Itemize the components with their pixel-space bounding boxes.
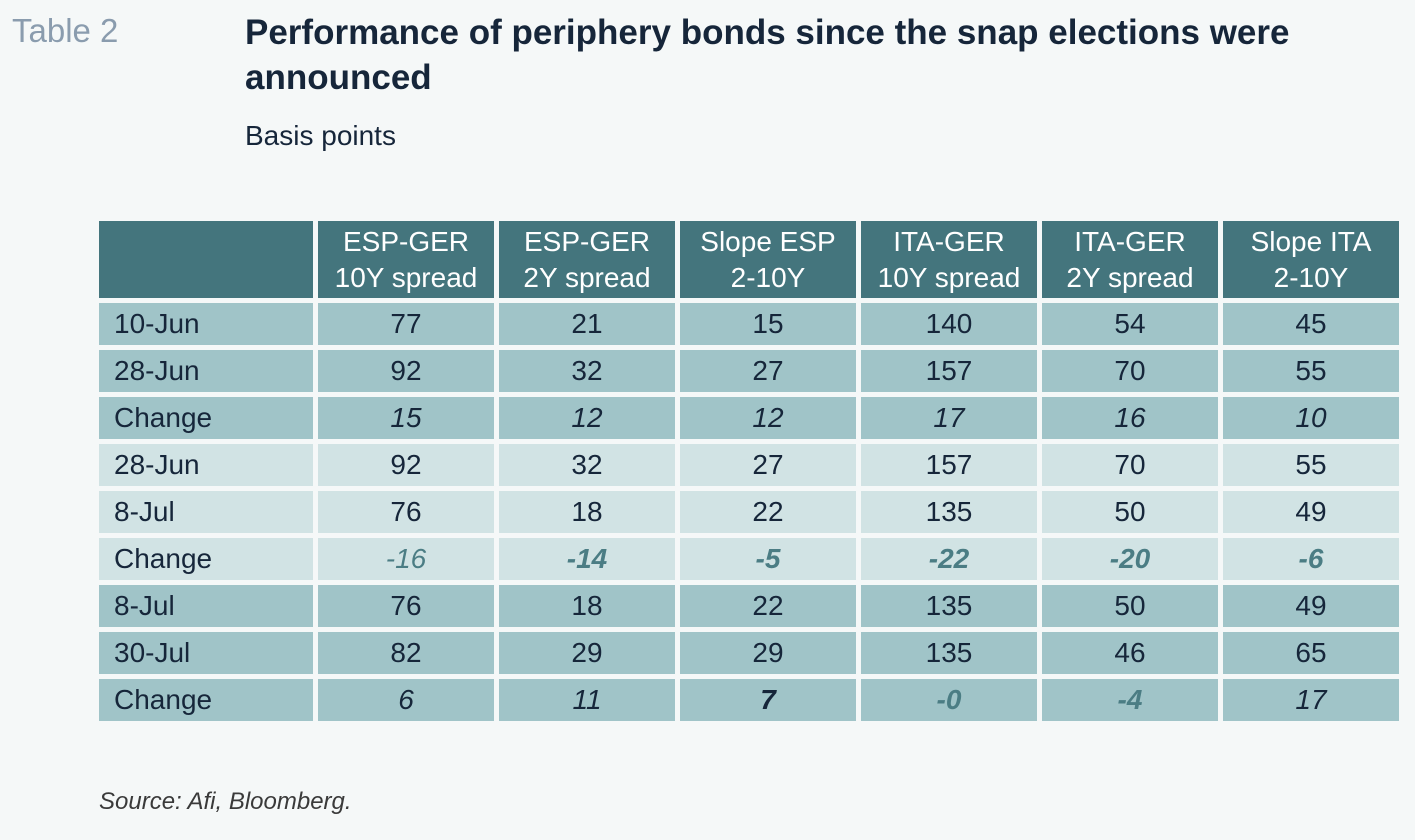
table-cell: 157 xyxy=(861,444,1037,486)
table-cell: 15 xyxy=(680,303,856,345)
table-row: 8-Jul 76 18 22 135 50 49 xyxy=(99,491,1399,533)
header-row: ESP-GER 10Y spread ESP-GER 2Y spread Slope… xyxy=(99,221,1399,298)
row-label: 8-Jul xyxy=(99,585,313,627)
table-cell: 76 xyxy=(318,585,494,627)
table-cell: 32 xyxy=(499,350,675,392)
change-row: Change 6 11 7 -0 -4 17 xyxy=(99,679,1399,721)
table-cell: 7 xyxy=(680,679,856,721)
table-cell: -0 xyxy=(861,679,1037,721)
table-cell: 65 xyxy=(1223,632,1399,674)
table-cell: 17 xyxy=(1223,679,1399,721)
table-cell: 27 xyxy=(680,444,856,486)
row-label: 8-Jul xyxy=(99,491,313,533)
table-cell: 29 xyxy=(680,632,856,674)
table-cell: -14 xyxy=(499,538,675,580)
table-cell: 92 xyxy=(318,350,494,392)
table-cell: -4 xyxy=(1042,679,1218,721)
table-cell: 12 xyxy=(499,397,675,439)
change-row: Change 15 12 12 17 16 10 xyxy=(99,397,1399,439)
table-cell: 21 xyxy=(499,303,675,345)
row-label: Change xyxy=(99,538,313,580)
table-cell: 12 xyxy=(680,397,856,439)
table-cell: 135 xyxy=(861,585,1037,627)
table-cell: -22 xyxy=(861,538,1037,580)
table-cell: -5 xyxy=(680,538,856,580)
table-row: 30-Jul 82 29 29 135 46 65 xyxy=(99,632,1399,674)
table-cell: 54 xyxy=(1042,303,1218,345)
row-label: Change xyxy=(99,679,313,721)
column-header: ESP-GER 10Y spread xyxy=(318,221,494,298)
table-cell: -20 xyxy=(1042,538,1218,580)
table-cell: 77 xyxy=(318,303,494,345)
row-label: 28-Jun xyxy=(99,444,313,486)
table-cell: 49 xyxy=(1223,585,1399,627)
table-cell: 22 xyxy=(680,585,856,627)
table-cell: 18 xyxy=(499,491,675,533)
table-cell: 10 xyxy=(1223,397,1399,439)
table-cell: 32 xyxy=(499,444,675,486)
row-label: 30-Jul xyxy=(99,632,313,674)
header-corner xyxy=(99,221,313,298)
table-cell: 15 xyxy=(318,397,494,439)
table-cell: 140 xyxy=(861,303,1037,345)
table-cell: 22 xyxy=(680,491,856,533)
table-number: Table 2 xyxy=(12,12,119,49)
change-row: Change -16 -14 -5 -22 -20 -6 xyxy=(99,538,1399,580)
table-cell: 17 xyxy=(861,397,1037,439)
table-cell: 92 xyxy=(318,444,494,486)
table-row: 28-Jun 92 32 27 157 70 55 xyxy=(99,350,1399,392)
table-cell: 135 xyxy=(861,491,1037,533)
table-cell: 29 xyxy=(499,632,675,674)
row-label: 28-Jun xyxy=(99,350,313,392)
table-cell: -6 xyxy=(1223,538,1399,580)
table-cell: 157 xyxy=(861,350,1037,392)
table-cell: 55 xyxy=(1223,444,1399,486)
table-cell: 70 xyxy=(1042,444,1218,486)
table-row: 10-Jun 77 21 15 140 54 45 xyxy=(99,303,1399,345)
table-cell: 45 xyxy=(1223,303,1399,345)
table-cell: 18 xyxy=(499,585,675,627)
table-cell: 50 xyxy=(1042,585,1218,627)
table-subtitle: Basis points xyxy=(245,120,396,151)
table-cell: 11 xyxy=(499,679,675,721)
table-cell: 50 xyxy=(1042,491,1218,533)
table-row: 28-Jun 92 32 27 157 70 55 xyxy=(99,444,1399,486)
table-cell: 16 xyxy=(1042,397,1218,439)
table-cell: 27 xyxy=(680,350,856,392)
source-note: Source: Afi, Bloomberg. xyxy=(99,788,352,815)
row-label: 10-Jun xyxy=(99,303,313,345)
table-row: 8-Jul 76 18 22 135 50 49 xyxy=(99,585,1399,627)
column-header: Slope ITA 2-10Y xyxy=(1223,221,1399,298)
table-title: Performance of periphery bonds since the… xyxy=(245,13,1290,97)
table-cell: 135 xyxy=(861,632,1037,674)
table-cell: 6 xyxy=(318,679,494,721)
table-cell: -16 xyxy=(318,538,494,580)
table-cell: 46 xyxy=(1042,632,1218,674)
table-cell: 55 xyxy=(1223,350,1399,392)
table-cell: 49 xyxy=(1223,491,1399,533)
bond-performance-table: ESP-GER 10Y spread ESP-GER 2Y spread Slope… xyxy=(94,216,1404,726)
column-header: ITA-GER 2Y spread xyxy=(1042,221,1218,298)
column-header: ESP-GER 2Y spread xyxy=(499,221,675,298)
table-cell: 76 xyxy=(318,491,494,533)
column-header: Slope ESP 2-10Y xyxy=(680,221,856,298)
column-header: ITA-GER 10Y spread xyxy=(861,221,1037,298)
table-cell: 70 xyxy=(1042,350,1218,392)
row-label: Change xyxy=(99,397,313,439)
table-cell: 82 xyxy=(318,632,494,674)
